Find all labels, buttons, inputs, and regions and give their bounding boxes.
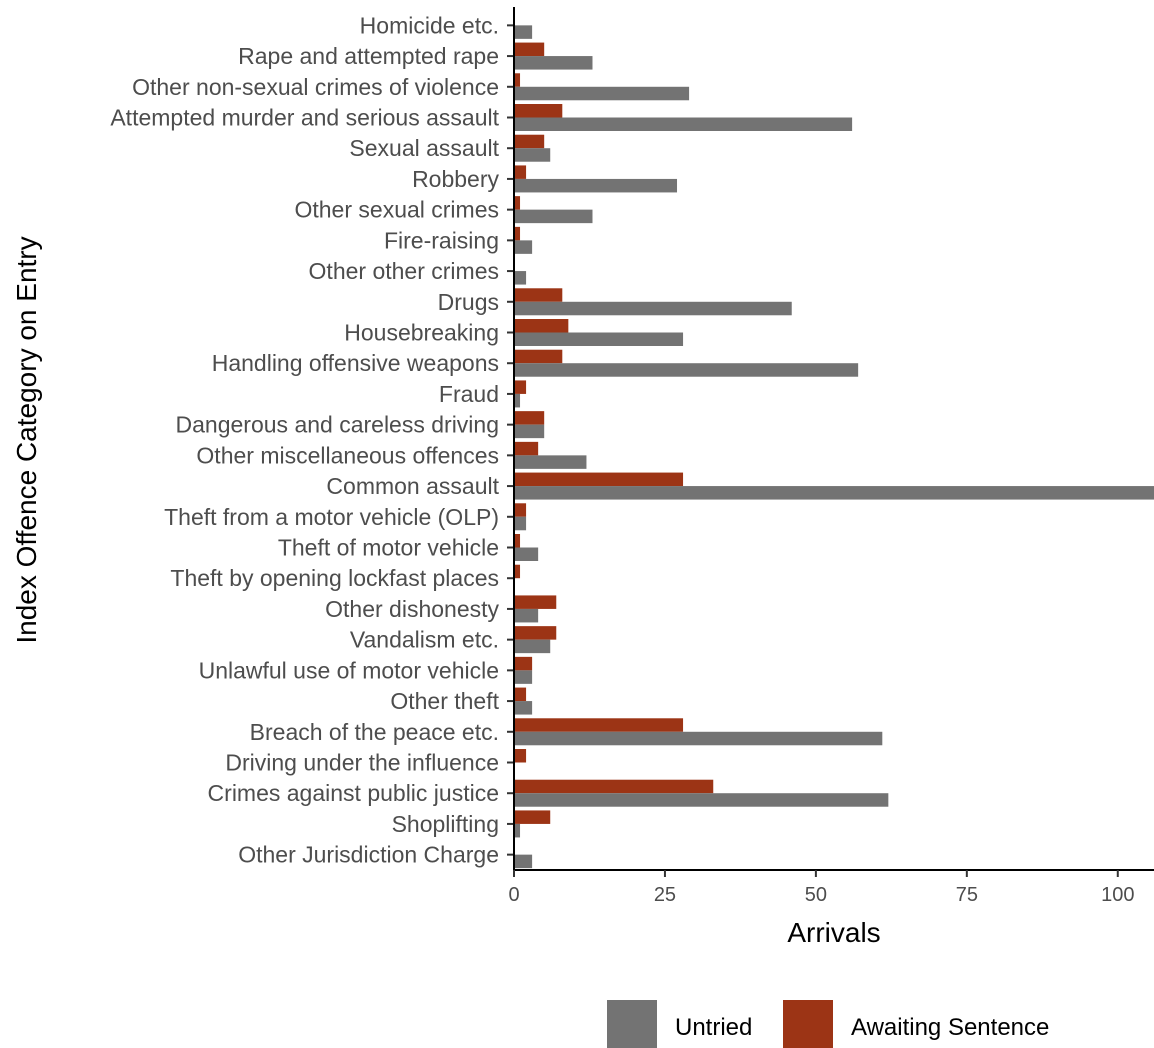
x-tick-label: 25 xyxy=(654,884,676,906)
x-axis-title: Arrivals xyxy=(787,917,880,948)
bar-untried-robbery xyxy=(514,178,678,193)
category-label-breach-of-the-peace-etc: Breach of the peace etc. xyxy=(250,719,499,745)
category-label-other-sexual-crimes: Other sexual crimes xyxy=(294,197,499,223)
bar-untried-housebreaking xyxy=(514,332,684,346)
category-label-homicide-etc: Homicide etc. xyxy=(360,12,499,38)
bar-awaiting-sentence-drugs xyxy=(514,288,563,302)
bar-untried-unlawful-use-of-motor-vehicle xyxy=(514,670,533,684)
bar-awaiting-sentence-other-sexual-crimes xyxy=(514,196,521,210)
category-label-theft-from-a-motor-vehicle-olp: Theft from a motor vehicle (OLP) xyxy=(164,504,499,530)
bar-awaiting-sentence-driving-under-the-influence xyxy=(514,749,527,763)
category-label-other-miscellaneous-offences: Other miscellaneous offences xyxy=(196,442,499,468)
bar-untried-other-miscellaneous-offences xyxy=(514,455,587,469)
bar-untried-breach-of-the-peace-etc xyxy=(514,731,883,746)
bar-awaiting-sentence-handling-offensive-weapons xyxy=(514,349,563,364)
bar-awaiting-sentence-sexual-assault xyxy=(514,134,545,149)
category-label-dangerous-and-careless-driving: Dangerous and careless driving xyxy=(176,412,499,438)
bar-untried-other-other-crimes xyxy=(514,271,527,285)
bar-untried-handling-offensive-weapons xyxy=(514,363,859,377)
category-label-handling-offensive-weapons: Handling offensive weapons xyxy=(212,350,499,376)
bar-untried-other-jurisdiction-charge xyxy=(514,854,533,869)
legend-swatch-awaiting-sentence xyxy=(783,1000,833,1048)
category-label-other-other-crimes: Other other crimes xyxy=(309,258,499,284)
bar-awaiting-sentence-unlawful-use-of-motor-vehicle xyxy=(514,656,533,671)
bar-untried-crimes-against-public-justice xyxy=(514,793,889,807)
category-label-drugs: Drugs xyxy=(438,289,499,315)
x-axis-ticks: 0 25 50 75 100 xyxy=(508,870,1134,906)
bar-awaiting-sentence-shoplifting xyxy=(514,810,551,824)
bar-untried-dangerous-and-careless-driving xyxy=(514,424,545,439)
bar-awaiting-sentence-theft-from-a-motor-vehicle-olp xyxy=(514,503,527,517)
bar-untried-homicide-etc xyxy=(514,25,533,39)
category-label-other-dishonesty: Other dishonesty xyxy=(325,596,499,622)
category-label-vandalism-etc: Vandalism etc. xyxy=(350,627,499,653)
category-label-theft-of-motor-vehicle: Theft of motor vehicle xyxy=(278,535,499,561)
category-label-fire-raising: Fire-raising xyxy=(384,227,499,253)
bar-awaiting-sentence-vandalism-etc xyxy=(514,626,557,640)
category-label-driving-under-the-influence: Driving under the influence xyxy=(225,750,499,776)
bar-awaiting-sentence-common-assault xyxy=(514,472,684,487)
bar-untried-sexual-assault xyxy=(514,148,551,162)
category-label-other-non-sexual-crimes-of-violence: Other non-sexual crimes of violence xyxy=(132,74,499,100)
legend-swatch-untried xyxy=(607,1000,657,1048)
category-label-shoplifting: Shoplifting xyxy=(392,811,499,837)
bar-untried-fire-raising xyxy=(514,240,533,254)
category-label-attempted-murder-and-serious-assault: Attempted murder and serious assault xyxy=(110,105,499,131)
legend: Untried Awaiting Sentence xyxy=(607,1000,1049,1048)
x-tick-label: 100 xyxy=(1101,884,1134,906)
bar-awaiting-sentence-breach-of-the-peace-etc xyxy=(514,718,684,732)
category-labels: Homicide etc. Rape and attempted rape Othe… xyxy=(110,12,514,868)
bar-untried-shoplifting xyxy=(514,823,521,838)
y-axis-title: Index Offence Category on Entry xyxy=(11,236,42,643)
bar-awaiting-sentence-rape-and-attempted-rape xyxy=(514,42,545,57)
bar-untried-common-assault xyxy=(514,486,1154,500)
bar-untried-other-non-sexual-crimes-of-violence xyxy=(514,86,690,101)
bar-untried-other-sexual-crimes xyxy=(514,209,593,224)
category-label-unlawful-use-of-motor-vehicle: Unlawful use of motor vehicle xyxy=(199,657,499,683)
x-tick-label: 50 xyxy=(805,884,827,906)
category-label-theft-by-opening-lockfast-places: Theft by opening lockfast places xyxy=(170,565,499,591)
category-label-housebreaking: Housebreaking xyxy=(344,320,499,346)
bar-awaiting-sentence-other-miscellaneous-offences xyxy=(514,441,539,456)
category-label-common-assault: Common assault xyxy=(326,473,499,499)
bar-awaiting-sentence-other-dishonesty xyxy=(514,595,557,609)
x-tick-label: 0 xyxy=(508,884,519,906)
category-label-crimes-against-public-justice: Crimes against public justice xyxy=(208,780,499,806)
category-label-sexual-assault: Sexual assault xyxy=(349,135,499,161)
bar-untried-other-theft xyxy=(514,701,533,715)
bar-awaiting-sentence-dangerous-and-careless-driving xyxy=(514,411,545,425)
bar-awaiting-sentence-fraud xyxy=(514,380,527,394)
legend-label-untried: Untried xyxy=(675,1014,752,1041)
bar-awaiting-sentence-fire-raising xyxy=(514,226,521,241)
bar-awaiting-sentence-other-non-sexual-crimes-of-violence xyxy=(514,73,521,87)
category-label-other-theft: Other theft xyxy=(390,688,499,714)
bar-awaiting-sentence-housebreaking xyxy=(514,319,569,333)
category-label-fraud: Fraud xyxy=(439,381,499,407)
bars-layer xyxy=(514,25,1154,869)
bar-untried-attempted-murder-and-serious-assault xyxy=(514,117,853,131)
bar-awaiting-sentence-theft-by-opening-lockfast-places xyxy=(514,564,521,579)
category-label-robbery: Robbery xyxy=(412,166,499,192)
bar-untried-other-dishonesty xyxy=(514,608,539,623)
category-label-rape-and-attempted-rape: Rape and attempted rape xyxy=(238,43,499,69)
bar-awaiting-sentence-robbery xyxy=(514,165,527,179)
bar-untried-fraud xyxy=(514,393,521,408)
bar-awaiting-sentence-other-theft xyxy=(514,687,527,702)
bar-untried-rape-and-attempted-rape xyxy=(514,56,593,70)
bar-awaiting-sentence-crimes-against-public-justice xyxy=(514,779,714,794)
bar-awaiting-sentence-theft-of-motor-vehicle xyxy=(514,534,521,548)
x-tick-label: 75 xyxy=(956,884,978,906)
bar-untried-vandalism-etc xyxy=(514,639,551,654)
bar-untried-theft-of-motor-vehicle xyxy=(514,547,539,561)
legend-label-awaiting-sentence: Awaiting Sentence xyxy=(851,1014,1049,1041)
bar-untried-theft-from-a-motor-vehicle-olp xyxy=(514,516,527,531)
bar-awaiting-sentence-attempted-murder-and-serious-assault xyxy=(514,104,563,118)
category-label-other-jurisdiction-charge: Other Jurisdiction Charge xyxy=(238,842,499,868)
bar-untried-drugs xyxy=(514,301,792,316)
